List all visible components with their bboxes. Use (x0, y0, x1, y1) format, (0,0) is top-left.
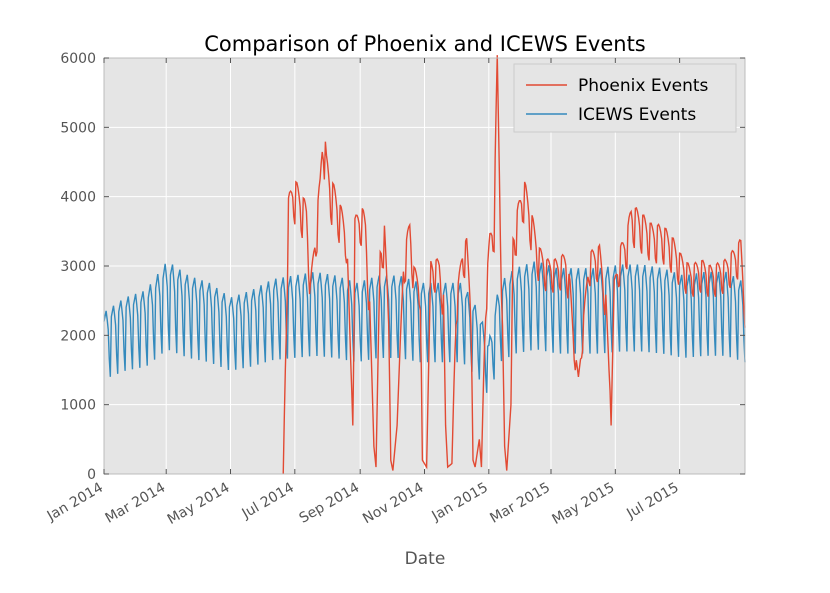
legend-label-icews: ICEWS Events (578, 105, 696, 125)
y-tick-label: 3000 (60, 259, 96, 275)
x-tick-label: Mar 2014 (103, 480, 169, 527)
y-tick-label: 0 (87, 467, 96, 483)
x-tick-label: Jan 2014 (44, 480, 106, 525)
x-tick-label: Sep 2014 (297, 480, 363, 527)
legend: Phoenix Events ICEWS Events (513, 63, 737, 133)
x-tick-label: Jul 2014 (239, 480, 297, 523)
x-tick-label: Nov 2014 (360, 480, 426, 528)
x-tick-label: Mar 2015 (487, 480, 553, 527)
y-tick-label: 6000 (60, 51, 96, 67)
x-axis-title: Date (405, 549, 446, 569)
series-line-icews (103, 261, 746, 393)
x-tick-label: Jan 2015 (429, 480, 491, 525)
series-line-phoenix (282, 55, 746, 475)
x-tick-label: May 2015 (550, 480, 618, 528)
x-tick-label: May 2014 (165, 480, 233, 528)
legend-box (513, 63, 737, 133)
plot-lines (103, 55, 746, 475)
chart-title: Comparison of Phoenix and ICEWS Events (204, 32, 646, 56)
y-tick-label: 1000 (60, 398, 96, 414)
y-axis-labels: 0 1000 2000 3000 4000 5000 6000 (60, 51, 96, 483)
tick-marks (103, 57, 745, 475)
x-tick-label: Jul 2015 (623, 480, 681, 523)
y-tick-label: 4000 (60, 190, 96, 206)
y-tick-label: 5000 (60, 120, 96, 136)
legend-label-phoenix: Phoenix Events (578, 76, 709, 96)
y-tick-label: 2000 (60, 328, 96, 344)
